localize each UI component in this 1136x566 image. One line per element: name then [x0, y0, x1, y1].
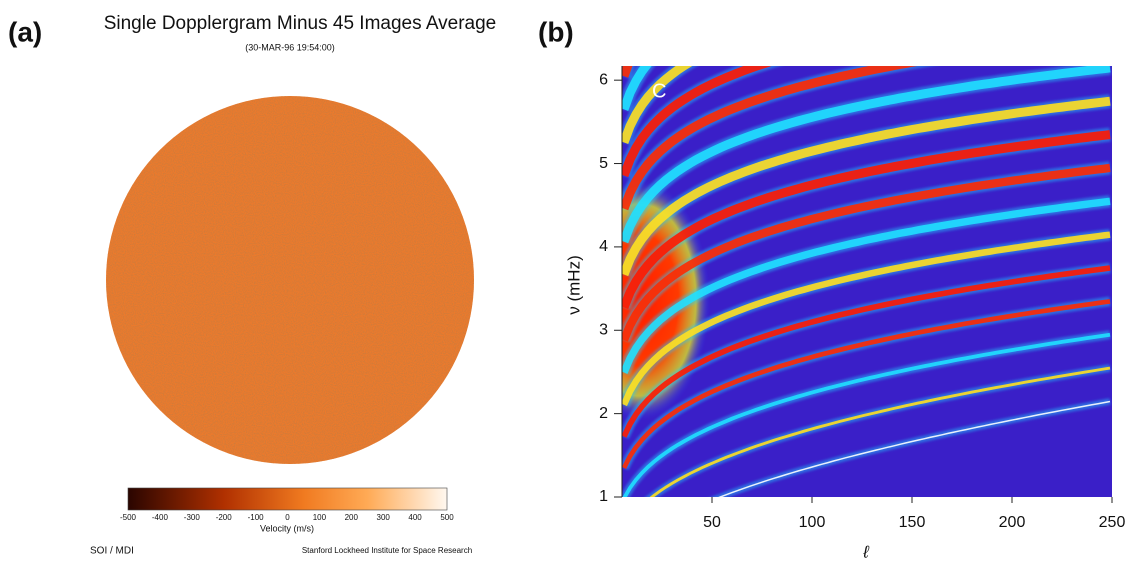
- y-tick-label: 1: [599, 488, 608, 505]
- colorbar-tick-label: 300: [377, 513, 391, 522]
- ridge: [718, 400, 1111, 497]
- ridge-halo: [624, 0, 1110, 43]
- y-tick-label: 4: [599, 238, 608, 255]
- ridge-halo: [622, 66, 636, 79]
- colorbar-tick-label: -100: [248, 513, 265, 522]
- colorbar-tick-label: 400: [408, 513, 422, 522]
- colorbar-tick-label: 500: [440, 513, 454, 522]
- ridge: [622, 66, 918, 211]
- y-tick-label: 6: [599, 71, 608, 88]
- ridge: [622, 265, 1111, 438]
- ridge: [622, 96, 1111, 277]
- x-axis-label: ℓ: [862, 542, 869, 561]
- ridge: [624, 0, 1110, 10]
- ridge: [624, 0, 1110, 43]
- colorbar-tick-label: -300: [184, 513, 201, 522]
- ridge: [622, 66, 1111, 244]
- subtitle: (30-MAR-96 19:54:00): [245, 42, 335, 52]
- ridge: [622, 163, 1111, 342]
- colorbar: [127, 487, 448, 511]
- footer-right: Stanford Lockheed Institute for Space Re…: [302, 546, 472, 555]
- ridge: [622, 332, 1111, 497]
- ridge-halo: [624, 0, 1110, 10]
- y-tick-label: 2: [599, 405, 608, 422]
- footer-left: SOI / MDI: [90, 546, 134, 557]
- x-tick-label: 150: [899, 514, 926, 531]
- ridge: [649, 366, 1111, 497]
- ridge: [622, 66, 772, 178]
- x-tick-label: 200: [999, 514, 1026, 531]
- y-axis-label: ν (mHz): [564, 255, 583, 314]
- y-tick-label: 5: [599, 155, 608, 172]
- colorbar-tick-label: -400: [152, 513, 169, 522]
- panel-label: (b): [538, 16, 574, 47]
- x-tick-label: 100: [799, 514, 826, 531]
- y-tick-label: 3: [599, 321, 608, 338]
- ridge: [622, 299, 1111, 469]
- colorbar-tick-label: 0: [285, 513, 290, 522]
- ridge: [622, 197, 1111, 374]
- ridge: [622, 66, 633, 78]
- inset-label: C: [652, 80, 666, 102]
- colorbar-tick-label: 100: [313, 513, 327, 522]
- x-tick-label: 250: [1099, 514, 1126, 531]
- colorbar-tick-label: -500: [120, 513, 137, 522]
- colorbar-label: Velocity (m/s): [260, 523, 314, 533]
- ridge: [622, 130, 1111, 309]
- panel-label: (a): [8, 16, 42, 47]
- sun-noise: [106, 96, 474, 464]
- ridge: [622, 231, 1111, 407]
- title: Single Dopplergram Minus 45 Images Avera…: [104, 13, 497, 34]
- x-tick-label: 50: [703, 514, 721, 531]
- ridge-group: [622, 0, 1111, 497]
- colorbar-tick-label: 200: [345, 513, 359, 522]
- colorbar-tick-label: -200: [216, 513, 233, 522]
